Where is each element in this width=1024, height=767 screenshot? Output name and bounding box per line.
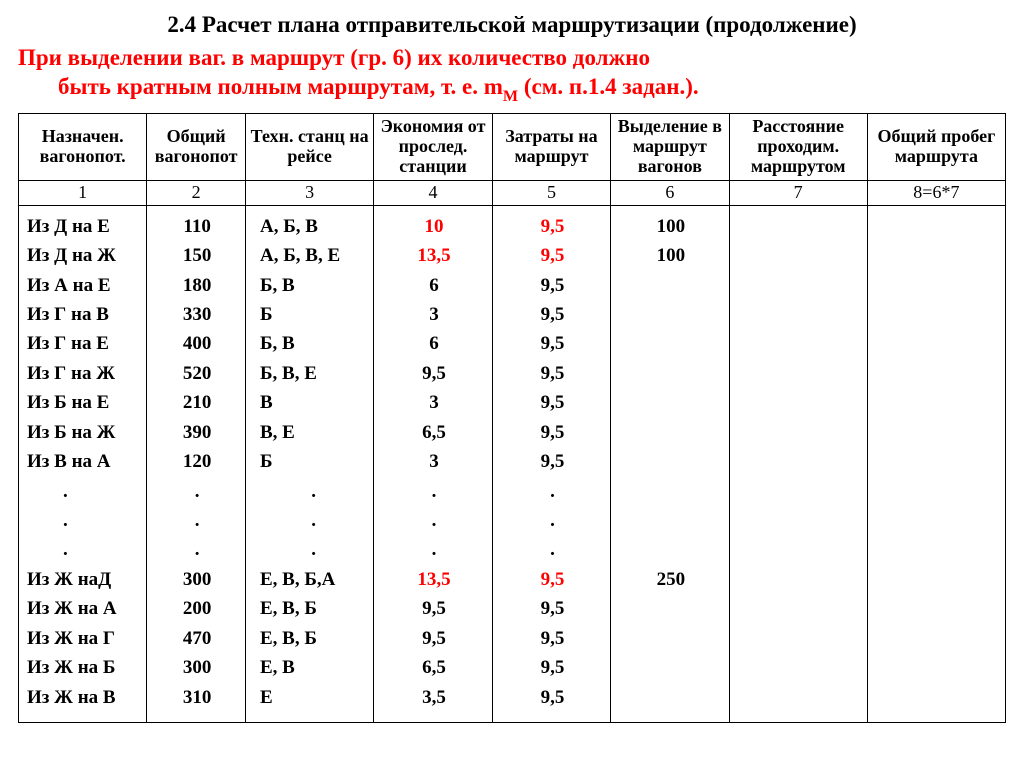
colnum-7: 7 [729,180,867,205]
section-title: 2.4 Расчет плана отправительской маршрут… [18,12,1006,38]
header-col2: Общий вагонопот [147,114,246,180]
header-col8: Общий пробег маршрута [867,114,1005,180]
header-col3: Техн. станц на рейсе [245,114,373,180]
subtitle-line1: При выделении ваг. в маршрут (гр. 6) их … [18,45,650,70]
table-body: Из Д на ЕИз Д на ЖИз А на ЕИз Г на ВИз Г… [19,205,1006,722]
subtitle-note: При выделении ваг. в маршрут (гр. 6) их … [18,44,1006,105]
table-header-row: Назначен. вагонопот. Общий вагонопот Тех… [19,114,1006,180]
header-col1: Назначен. вагонопот. [19,114,147,180]
header-col4: Экономия от прослед. станции [374,114,492,180]
colnum-5: 5 [492,180,610,205]
header-col5: Затраты на маршрут [492,114,610,180]
colnum-4: 4 [374,180,492,205]
subtitle-subscript: М [503,88,518,105]
subtitle-line2b: (см. п.1.4 задан.). [518,74,699,99]
routing-table: Назначен. вагонопот. Общий вагонопот Тех… [18,113,1006,723]
colnum-2: 2 [147,180,246,205]
header-col6: Выделение в маршрут вагонов [611,114,729,180]
colnum-3: 3 [245,180,373,205]
table-number-row: 1 2 3 4 5 6 7 8=6*7 [19,180,1006,205]
header-col7: Расстояние проходим. маршрутом [729,114,867,180]
subtitle-line2a: быть кратным полным маршрутам, т. е. m [58,74,503,99]
colnum-1: 1 [19,180,147,205]
colnum-6: 6 [611,180,729,205]
colnum-8: 8=6*7 [867,180,1005,205]
